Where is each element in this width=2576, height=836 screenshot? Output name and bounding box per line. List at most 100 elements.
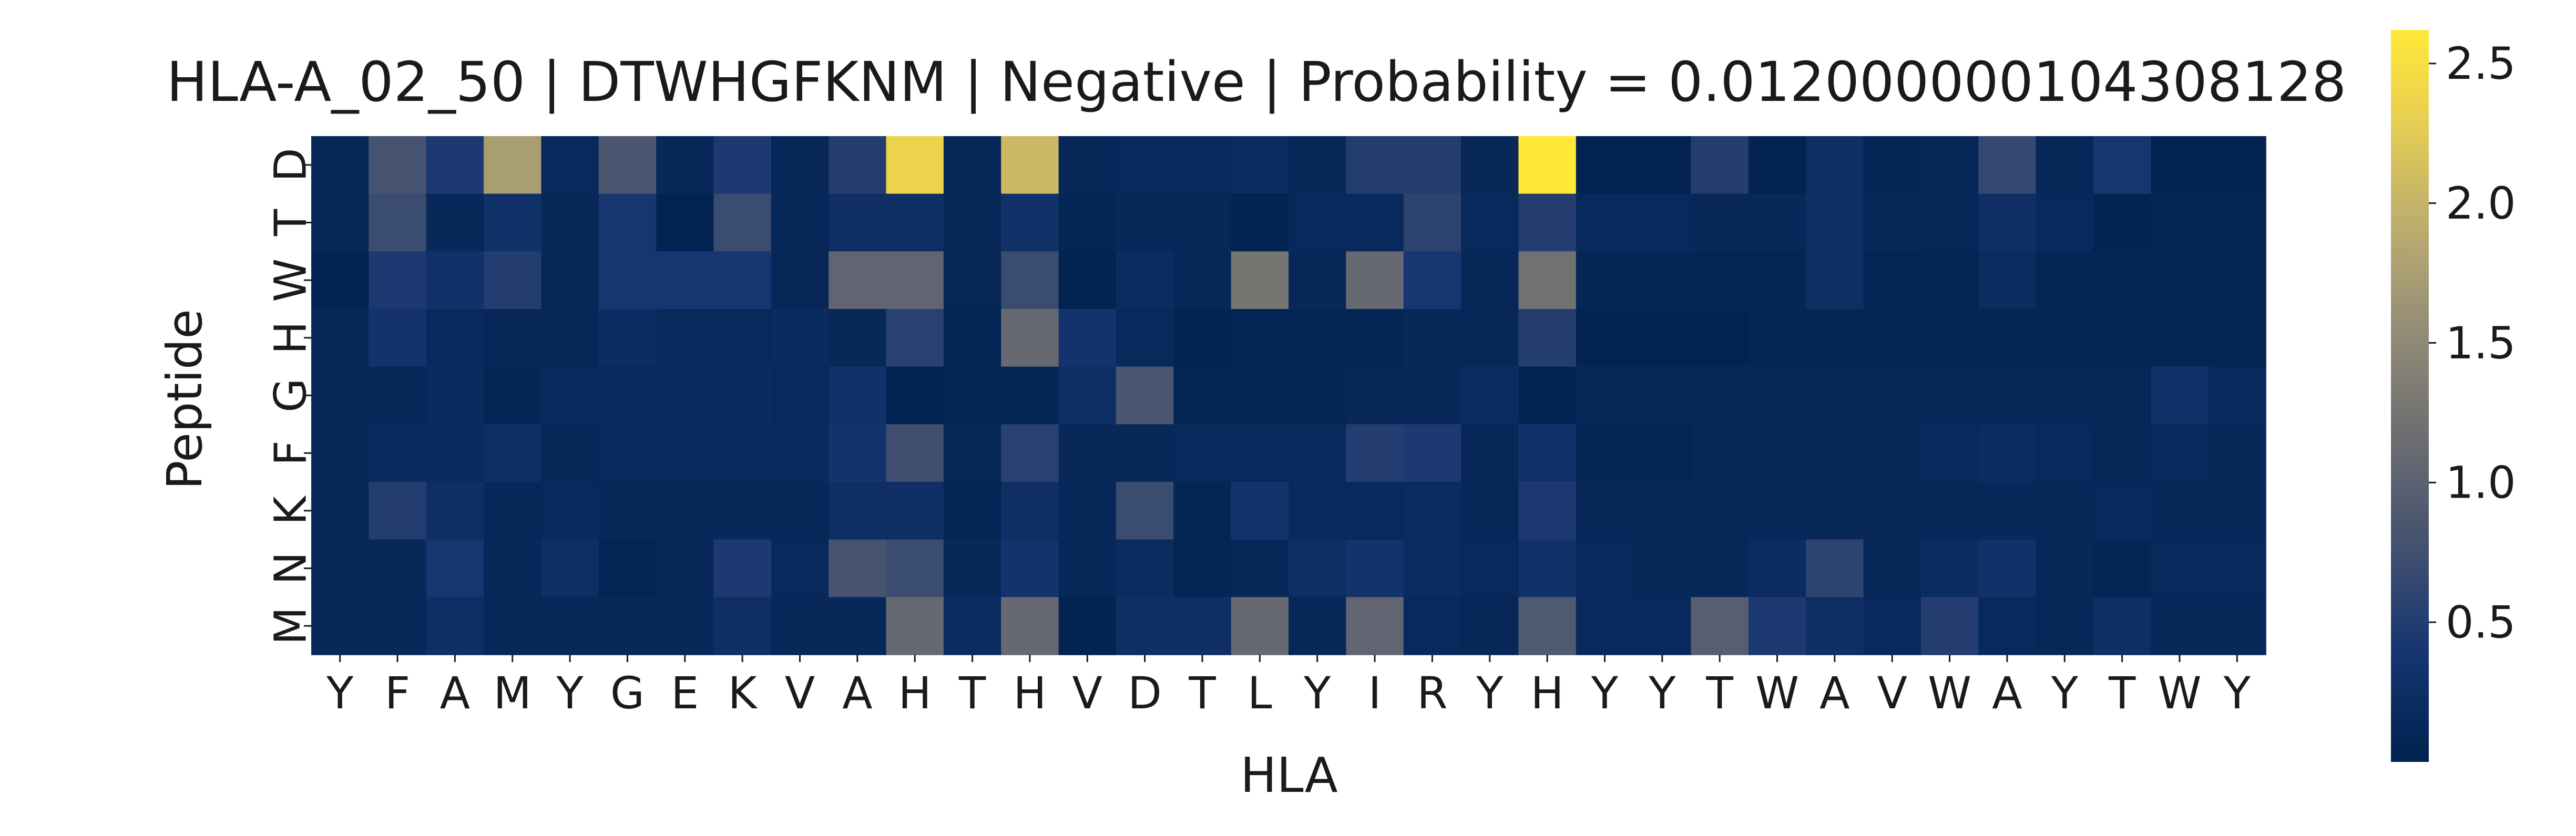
heatmap-cell xyxy=(426,309,484,367)
heatmap-cell xyxy=(369,309,427,367)
heatmap-cell xyxy=(1461,193,1519,252)
heatmap-cell xyxy=(1863,424,1921,482)
heatmap-cell xyxy=(1461,539,1519,598)
heatmap-cell xyxy=(713,136,772,194)
heatmap-cell xyxy=(1116,424,1174,482)
heatmap-cell xyxy=(1173,193,1232,252)
heatmap-cell xyxy=(1058,539,1117,598)
heatmap-cell xyxy=(484,309,542,367)
heatmap-cell xyxy=(598,251,657,309)
heatmap-cell xyxy=(1346,366,1404,425)
heatmap-cell xyxy=(1978,539,2037,598)
heatmap-cell xyxy=(311,366,370,425)
heatmap-cell xyxy=(2093,251,2152,309)
heatmap-cell xyxy=(2093,482,2152,540)
heatmap-cell xyxy=(656,597,714,655)
heatmap-cell xyxy=(656,193,714,252)
heatmap-cell xyxy=(1346,193,1404,252)
heatmap-cell xyxy=(484,366,542,425)
heatmap-cell xyxy=(656,482,714,540)
heatmap-cell xyxy=(1748,136,1806,194)
heatmap-cell xyxy=(2093,309,2152,367)
heatmap-cell xyxy=(426,597,484,655)
heatmap-cell xyxy=(2036,539,2094,598)
heatmap-cell xyxy=(311,136,370,194)
heatmap-cell xyxy=(2208,193,2266,252)
heatmap-cell xyxy=(829,136,887,194)
heatmap-cell xyxy=(1231,136,1289,194)
heatmap-cell xyxy=(2093,424,2152,482)
x-tick-label: E xyxy=(671,667,699,719)
y-tick-label: F xyxy=(264,440,316,466)
heatmap-cell xyxy=(311,539,370,598)
y-tick-label: H xyxy=(264,321,316,354)
heatmap-cell xyxy=(2093,366,2152,425)
heatmap-cell xyxy=(1173,424,1232,482)
heatmap-cell xyxy=(484,539,542,598)
y-axis-label: Peptide xyxy=(157,309,213,490)
heatmap-cell xyxy=(2036,424,2094,482)
heatmap-cell xyxy=(1518,309,1577,367)
heatmap-cell xyxy=(713,597,772,655)
heatmap-cell xyxy=(713,251,772,309)
heatmap-cell xyxy=(598,597,657,655)
x-tick-label: A xyxy=(842,667,872,719)
heatmap-cell xyxy=(1691,136,1749,194)
heatmap-cell xyxy=(1289,482,1347,540)
heatmap-cell xyxy=(484,424,542,482)
heatmap-cell xyxy=(1518,251,1577,309)
heatmap-cell xyxy=(1518,136,1577,194)
heatmap-cell xyxy=(1173,309,1232,367)
heatmap-cell xyxy=(1691,482,1749,540)
heatmap-cell xyxy=(1001,424,1059,482)
heatmap-cell xyxy=(1863,482,1921,540)
colorbar-tick-label: 2.0 xyxy=(2446,178,2516,229)
heatmap-cell xyxy=(1978,136,2037,194)
heatmap-cell xyxy=(1058,597,1117,655)
heatmap-cell xyxy=(2036,366,2094,425)
heatmap-cell xyxy=(1633,251,1692,309)
heatmap-cell xyxy=(1001,309,1059,367)
heatmap-cell xyxy=(2151,482,2209,540)
heatmap-cell xyxy=(1978,251,2037,309)
heatmap-cell xyxy=(656,251,714,309)
x-tick-label: M xyxy=(493,667,531,719)
heatmap-cell xyxy=(2151,424,2209,482)
x-tick-label: Y xyxy=(1591,667,1619,719)
heatmap-cell xyxy=(369,539,427,598)
y-axis: DTWHG F KNM xyxy=(264,148,316,645)
heatmap-cell xyxy=(1806,309,1864,367)
heatmap-cell xyxy=(1806,597,1864,655)
heatmap-cell xyxy=(1748,597,1806,655)
heatmap-cell xyxy=(1691,309,1749,367)
heatmap-cell xyxy=(1920,193,1979,252)
heatmap-cell xyxy=(829,309,887,367)
heatmap-cell xyxy=(1863,136,1921,194)
heatmap-cell xyxy=(1863,309,1921,367)
heatmap-cell xyxy=(2093,539,2152,598)
colorbar-tick-label: 0.5 xyxy=(2446,597,2516,648)
heatmap-cell xyxy=(943,309,1002,367)
heatmap-cell xyxy=(1461,597,1519,655)
heatmap-cell xyxy=(1116,251,1174,309)
heatmap-cell xyxy=(1863,597,1921,655)
heatmap-cell xyxy=(713,539,772,598)
heatmap-cell xyxy=(886,193,944,252)
heatmap-cell xyxy=(1173,136,1232,194)
x-tick-label: L xyxy=(1248,667,1272,719)
heatmap-cell xyxy=(713,424,772,482)
heatmap-cell xyxy=(1289,597,1347,655)
heatmap-cell xyxy=(2036,482,2094,540)
x-tick-label: G xyxy=(610,667,645,719)
heatmap-cell xyxy=(484,597,542,655)
heatmap-cell xyxy=(1403,193,1461,252)
heatmap-cell xyxy=(598,136,657,194)
heatmap-cell xyxy=(1231,366,1289,425)
heatmap-cell xyxy=(1058,424,1117,482)
heatmap-cell xyxy=(2208,366,2266,425)
heatmap-cell xyxy=(541,251,599,309)
heatmap-cell xyxy=(1001,366,1059,425)
heatmap-cell xyxy=(829,597,887,655)
heatmap-cell xyxy=(1518,366,1577,425)
y-tick-label: D xyxy=(264,148,316,182)
